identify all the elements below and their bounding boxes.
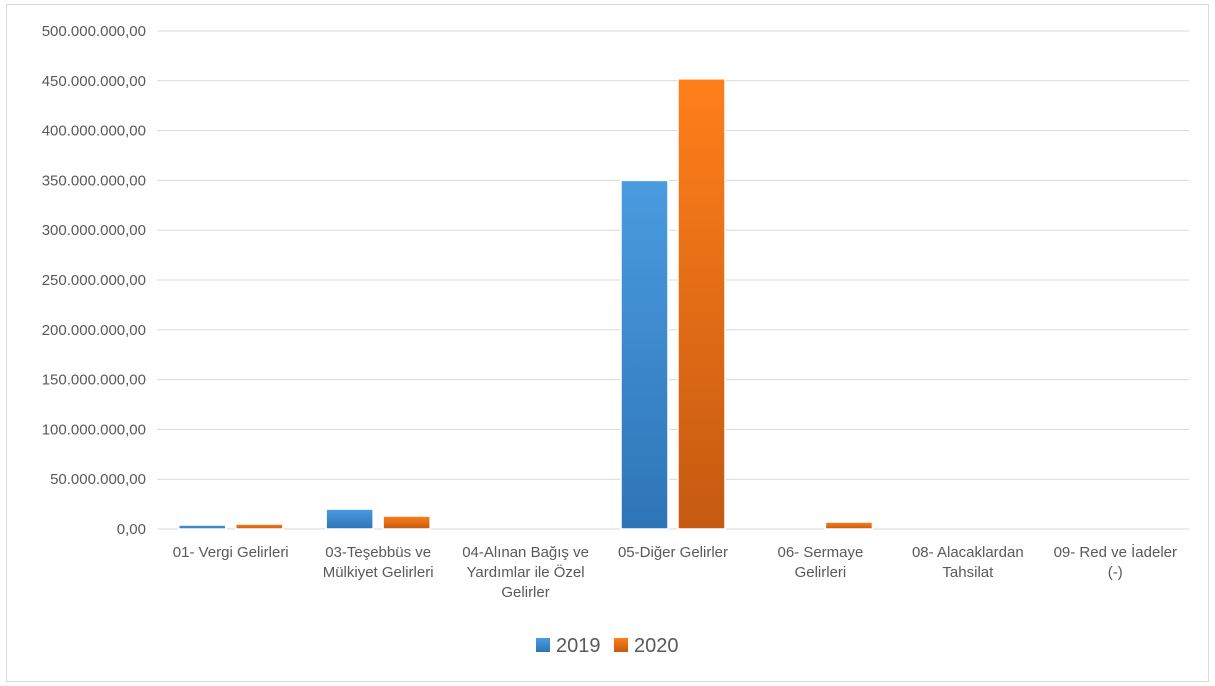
y-tick-label: 300.000.000,00 <box>42 222 146 239</box>
bar-2020-1 <box>382 515 431 530</box>
legend-swatch-2019 <box>536 638 550 652</box>
y-tick-label: 500.000.000,00 <box>42 23 146 40</box>
x-category-label: 08- Alacaklardan Tahsilat <box>912 544 1024 581</box>
bar-2019-3 <box>620 179 669 530</box>
bar-2019-0 <box>177 524 227 530</box>
y-tick-label: 50.000.000,00 <box>50 471 146 488</box>
chart-frame <box>6 4 1209 682</box>
y-tick-label: 150.000.000,00 <box>42 372 146 389</box>
legend-swatch-2020 <box>614 638 628 652</box>
bar-2019-1 <box>325 508 374 530</box>
bars <box>177 78 874 530</box>
x-axis-category-labels: 01- Vergi Gelirleri 03-Teşebbüs ve Mülkiye… <box>173 543 1177 601</box>
bar-2020-0 <box>234 523 284 530</box>
bar-2020-4 <box>824 521 874 530</box>
legend: 2019 2020 <box>536 635 679 657</box>
x-category-label: 05-Diğer Gelirler <box>618 544 728 561</box>
x-category-label: 09- Red ve İadeler (-) <box>1054 543 1177 581</box>
bar-2020-3 <box>677 78 726 530</box>
x-category-label: 01- Vergi Gelirleri <box>173 544 289 561</box>
y-tick-label: 200.000.000,00 <box>42 322 146 339</box>
y-tick-label: 350.000.000,00 <box>42 172 146 189</box>
y-axis-tick-labels: 0,00 50.000.000,00 100.000.000,00 150.000.0… <box>42 23 146 538</box>
legend-label-2019: 2019 <box>556 635 601 657</box>
y-tick-label: 100.000.000,00 <box>42 421 146 438</box>
y-tick-label: 450.000.000,00 <box>42 73 146 90</box>
gridlines <box>157 30 1189 530</box>
x-category-label: 04-Alınan Bağış ve Yardımlar ile Özel Geli… <box>462 544 589 601</box>
legend-label-2020: 2020 <box>634 635 679 657</box>
y-tick-label: 400.000.000,00 <box>42 123 146 140</box>
y-tick-label: 250.000.000,00 <box>42 272 146 289</box>
y-tick-label: 0,00 <box>117 521 146 538</box>
x-category-label: 06- Sermaye Gelirleri <box>777 544 863 581</box>
x-category-label: 03-Teşebbüs ve Mülkiyet Gelirleri <box>323 544 434 581</box>
